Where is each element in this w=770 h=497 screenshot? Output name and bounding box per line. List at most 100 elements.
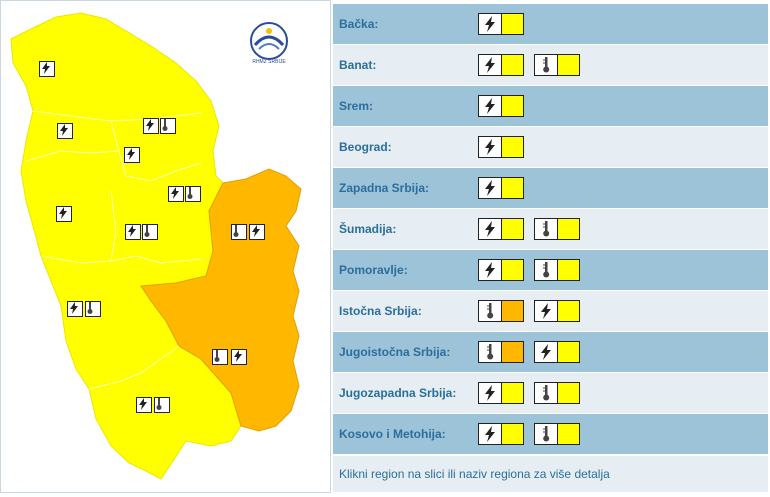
warning-box[interactable] [478,177,524,199]
region-name-link[interactable]: Banat: [339,58,377,72]
map-marker-lightning-icon[interactable] [231,349,247,365]
map-marker-thermometer-icon[interactable] [154,397,170,413]
region-row[interactable]: Jugozapadna Srbija: [333,373,768,413]
region-row[interactable]: Kosovo i Metohija: [333,414,768,454]
warning-box[interactable] [478,13,524,35]
region-name-link[interactable]: Beograd: [339,140,392,154]
map-marker-lightning-icon[interactable] [56,206,72,222]
warning-level-yellow [502,219,523,239]
warning-box[interactable] [534,218,580,240]
map-marker-lightning-icon[interactable] [124,147,140,163]
region-row[interactable]: Banat: [333,45,768,85]
map-marker-lightning-icon[interactable] [136,397,152,413]
warning-level-yellow [558,301,579,321]
lightning-icon [479,137,502,157]
region-name-link[interactable]: Jugoistočna Srbija: [339,345,451,359]
thermometer-icon [535,260,558,280]
region-row[interactable]: Jugoistočna Srbija: [333,332,768,372]
map-marker-lightning-icon[interactable] [57,123,73,139]
warning-level-yellow [502,383,523,403]
lightning-icon [479,96,502,116]
warning-box[interactable] [478,423,524,445]
lightning-icon [479,14,502,34]
map-marker-thermometer-icon[interactable] [160,118,176,134]
warning-box[interactable] [478,259,524,281]
warning-box[interactable] [534,300,580,322]
warning-level-yellow [502,14,523,34]
region-row[interactable]: Zapadna Srbija: [333,168,768,208]
footer-hint-text[interactable]: Klikni region na slici ili naziv regiona… [339,467,610,481]
warning-level-orange [502,301,523,321]
map-marker-lightning-icon[interactable] [39,61,55,77]
region-name-link[interactable]: Srem: [339,99,374,113]
lightning-icon [479,55,502,75]
warning-box[interactable] [534,259,580,281]
map-marker-lightning-icon[interactable] [168,186,184,202]
warning-box[interactable] [478,218,524,240]
warning-level-yellow [558,342,579,362]
thermometer-icon [535,424,558,444]
warning-box[interactable] [534,382,580,404]
warning-box[interactable] [534,341,580,363]
warning-box[interactable] [478,341,524,363]
warning-map[interactable]: RHMZ SRBIJE [0,0,331,493]
thermometer-icon [479,342,502,362]
map-marker-lightning-icon[interactable] [249,224,265,240]
warning-box[interactable] [534,423,580,445]
region-row[interactable]: Šumadija: [333,209,768,249]
map-marker-lightning-icon[interactable] [125,224,141,240]
region-name-link[interactable]: Kosovo i Metohija: [339,427,446,441]
warning-level-yellow [558,424,579,444]
region-name-link[interactable]: Bačka: [339,17,379,31]
warning-box[interactable] [478,382,524,404]
warning-box[interactable] [478,95,524,117]
thermometer-icon [479,301,502,321]
lightning-icon [535,301,558,321]
thermometer-icon [535,219,558,239]
map-marker-lightning-icon[interactable] [67,301,83,317]
warning-box[interactable] [478,136,524,158]
warning-level-yellow [558,383,579,403]
warning-level-yellow [558,55,579,75]
warning-level-yellow [502,260,523,280]
warning-level-yellow [502,55,523,75]
footer-hint: Klikni region na slici ili naziv regiona… [333,456,768,492]
lightning-icon [479,260,502,280]
region-name-link[interactable]: Jugozapadna Srbija: [339,386,457,400]
thermometer-icon [535,383,558,403]
warning-box[interactable] [478,300,524,322]
warning-level-orange [502,342,523,362]
map-marker-thermometer-icon[interactable] [185,186,201,202]
thermometer-icon [535,55,558,75]
map-marker-thermometer-icon[interactable] [142,224,158,240]
lightning-icon [479,424,502,444]
map-marker-lightning-icon[interactable] [143,118,159,134]
warning-box[interactable] [478,54,524,76]
lightning-icon [479,178,502,198]
region-row[interactable]: Pomoravlje: [333,250,768,290]
logo-caption: RHMZ SRBIJE [252,59,286,65]
map-marker-thermometer-icon[interactable] [212,349,228,365]
region-panel: Kosovo i Metohija: Jugozapadna Srbija: Jug… [333,4,768,492]
region-name-link[interactable]: Pomoravlje: [339,263,408,277]
region-row[interactable]: Beograd: [333,127,768,167]
warning-level-yellow [558,219,579,239]
warning-level-yellow [502,96,523,116]
region-row[interactable]: Istočna Srbija: [333,291,768,331]
lightning-icon [479,219,502,239]
map-region-yellow[interactable] [10,12,242,480]
region-row[interactable]: Srem: [333,86,768,126]
warning-level-yellow [558,260,579,280]
map-marker-thermometer-icon[interactable] [231,224,247,240]
region-name-link[interactable]: Zapadna Srbija: [339,181,430,195]
lightning-icon [479,383,502,403]
warning-level-yellow [502,424,523,444]
region-row[interactable]: Bačka: [333,4,768,44]
lightning-icon [535,342,558,362]
region-name-link[interactable]: Šumadija: [339,222,397,236]
warning-level-yellow [502,137,523,157]
warning-box[interactable] [534,54,580,76]
region-name-link[interactable]: Istočna Srbija: [339,304,422,318]
map-marker-thermometer-icon[interactable] [85,301,101,317]
warning-level-yellow [502,178,523,198]
